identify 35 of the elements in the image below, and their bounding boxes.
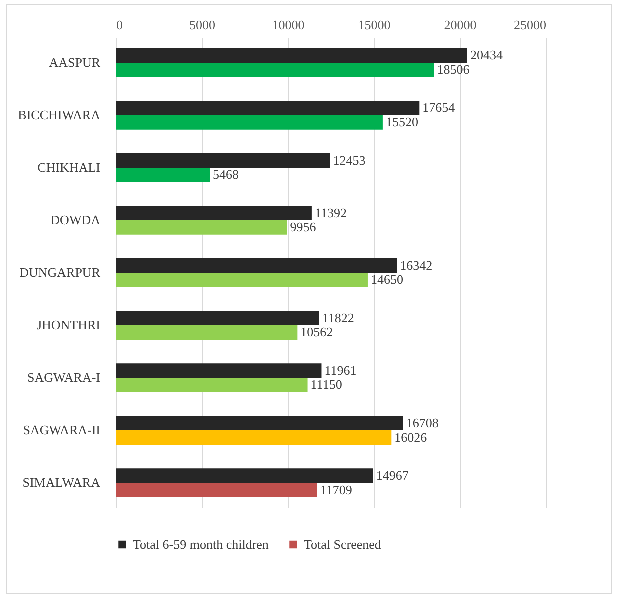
data-label: 11150	[310, 377, 342, 392]
y-tick-label: JHONTHRI	[36, 318, 100, 333]
data-label: 20434	[470, 48, 504, 63]
data-label: 16708	[406, 415, 439, 430]
data-label: 14650	[370, 272, 404, 288]
data-label: 17654	[422, 100, 456, 116]
data-label: 10562	[300, 324, 334, 340]
x-tick-label: 25000	[514, 18, 546, 32]
x-tick-label: 0	[116, 18, 123, 32]
y-tick-label: DOWDA	[50, 212, 102, 228]
y-tick-label: SIMALWARA	[22, 475, 102, 490]
y-tick-label: CHIKHALI	[38, 160, 100, 175]
data-label: 11961	[324, 362, 357, 378]
data-label: 16342	[400, 258, 433, 273]
data-label: 16026	[394, 430, 428, 445]
x-tick-label: 20000	[444, 18, 477, 32]
data-label: 18506	[437, 62, 470, 78]
x-tick-label: 10000	[272, 18, 305, 32]
data-label: 11392	[314, 205, 347, 220]
data-label: 5468	[213, 167, 240, 182]
data-label: 15520	[386, 114, 418, 130]
legend-label: Total 6-59 month children	[133, 536, 270, 552]
data-label: 11709	[320, 482, 352, 498]
y-tick-label: SAGWARA-II	[23, 422, 100, 438]
data-label: 14967	[376, 468, 410, 483]
x-tick-label: 5000	[190, 18, 216, 32]
y-tick-label: SAGWARA-I	[28, 370, 100, 386]
legend-label: Total Screened	[304, 536, 382, 552]
y-tick-label: DUNGARPUR	[20, 265, 101, 280]
data-label: 9956	[290, 220, 317, 235]
y-tick-label: AASPUR	[49, 54, 101, 70]
y-tick-label: BICCHIWARA	[18, 107, 102, 122]
data-label: 11822	[322, 310, 354, 326]
data-label: 12453	[333, 152, 366, 168]
x-tick-label: 15000	[358, 18, 391, 32]
